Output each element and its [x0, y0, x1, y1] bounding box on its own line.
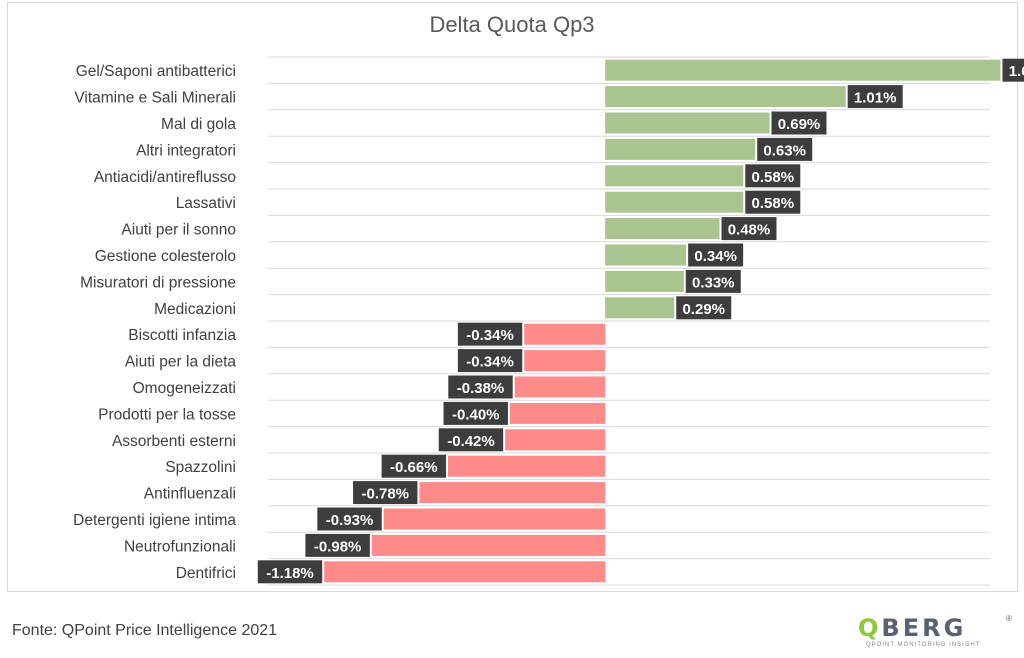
bar	[605, 112, 770, 134]
data-label-box	[353, 481, 418, 505]
data-label-box	[688, 243, 744, 267]
category-label: Antinfluenzali	[144, 486, 236, 503]
chart-title: Delta Quota Qp3	[429, 12, 595, 37]
data-label: -0.78%	[361, 486, 409, 503]
data-label: 0.58%	[752, 195, 795, 212]
category-label: Gel/Saponi antibatterici	[76, 63, 236, 80]
category-label: Neutrofunzionali	[124, 538, 236, 555]
data-label-box	[771, 111, 827, 135]
logo-wordmark-rest: BERG	[881, 614, 967, 642]
bar	[371, 534, 606, 556]
bar	[324, 561, 606, 583]
category-label: Mal di gola	[161, 116, 236, 133]
bar	[514, 376, 606, 398]
bar	[383, 508, 606, 530]
data-label-box	[257, 560, 323, 584]
bar	[605, 86, 846, 108]
data-label-box	[443, 401, 508, 425]
category-label: Gestione colesterolo	[95, 248, 236, 265]
bar	[605, 138, 756, 160]
data-label: 0.33%	[692, 274, 735, 291]
data-label: 0.34%	[694, 248, 737, 265]
data-label-box	[317, 507, 382, 531]
data-label-box	[457, 322, 523, 346]
source-note: Fonte: QPoint Price Intelligence 2021	[12, 622, 278, 639]
data-label-box	[457, 349, 523, 373]
category-label: Misuratori di pressione	[80, 274, 236, 291]
data-label: -0.34%	[466, 327, 514, 344]
data-label: -0.40%	[452, 406, 500, 423]
data-label-box	[1002, 58, 1024, 82]
data-label-box	[745, 164, 801, 188]
logo-wordmark-q: Q	[858, 614, 882, 642]
category-label: Aiuti per la dieta	[125, 354, 237, 371]
category-label: Prodotti per la tosse	[98, 406, 236, 423]
category-label: Antiacidi/antireflusso	[94, 169, 236, 186]
data-label-box	[448, 375, 513, 399]
data-label: 0.48%	[728, 222, 771, 239]
data-label: -0.66%	[390, 459, 438, 476]
data-label: -0.42%	[447, 433, 495, 450]
data-label: -0.98%	[314, 538, 362, 555]
data-label-box	[745, 190, 801, 214]
data-label: -1.18%	[266, 565, 314, 582]
category-label: Assorbenti esterni	[112, 433, 236, 450]
data-label-box	[721, 217, 777, 241]
bar	[605, 244, 687, 266]
data-label-box	[438, 428, 504, 452]
data-label-box	[381, 454, 447, 478]
logo-tagline: QPOINT MONITORING INSIGHT	[866, 642, 981, 648]
bar	[605, 218, 720, 240]
category-label: Aiuti per il sonno	[121, 222, 236, 239]
category-label: Spazzolini	[165, 459, 236, 476]
bar	[524, 323, 606, 345]
data-label: 0.58%	[752, 169, 795, 186]
category-label: Lassativi	[176, 195, 236, 212]
category-label: Medicazioni	[154, 301, 236, 318]
data-label: 0.69%	[778, 116, 821, 133]
data-label-box	[676, 296, 732, 320]
data-label: 0.63%	[763, 142, 806, 159]
bar	[524, 350, 606, 372]
bar	[605, 191, 744, 213]
logo-wordmark: QBERG	[858, 614, 966, 642]
bar	[605, 297, 675, 319]
data-label: 1.66%	[1009, 63, 1024, 80]
bar	[509, 402, 606, 424]
data-label-box	[685, 269, 741, 293]
category-label: Biscotti infanzia	[128, 327, 236, 344]
data-label: -0.93%	[326, 512, 374, 529]
category-label: Vitamine e Sali Minerali	[74, 90, 236, 107]
data-label: 1.01%	[854, 90, 897, 107]
data-label-box	[757, 137, 813, 161]
bar	[419, 482, 606, 504]
qberg-logo: QBERG ® QPOINT MONITORING INSIGHT	[858, 614, 1018, 648]
bar	[505, 429, 606, 451]
data-label-box	[847, 85, 903, 109]
data-label-box	[305, 533, 370, 557]
bar	[605, 59, 1001, 81]
data-label: -0.34%	[466, 354, 514, 371]
bar	[448, 455, 606, 477]
logo-registered-mark: ®	[1006, 614, 1012, 623]
category-label: Altri integratori	[136, 142, 236, 159]
category-label: Detergenti igiene intima	[73, 512, 236, 529]
bar	[605, 270, 684, 292]
data-label: -0.38%	[457, 380, 505, 397]
category-label: Omogeneizzati	[133, 380, 236, 397]
bar	[605, 165, 744, 187]
bar-chart: Gel/Saponi antibatterici 1.66% Vitamine e …	[73, 56, 1024, 586]
category-label: Dentifrici	[176, 565, 236, 582]
data-label: 0.29%	[682, 301, 725, 318]
